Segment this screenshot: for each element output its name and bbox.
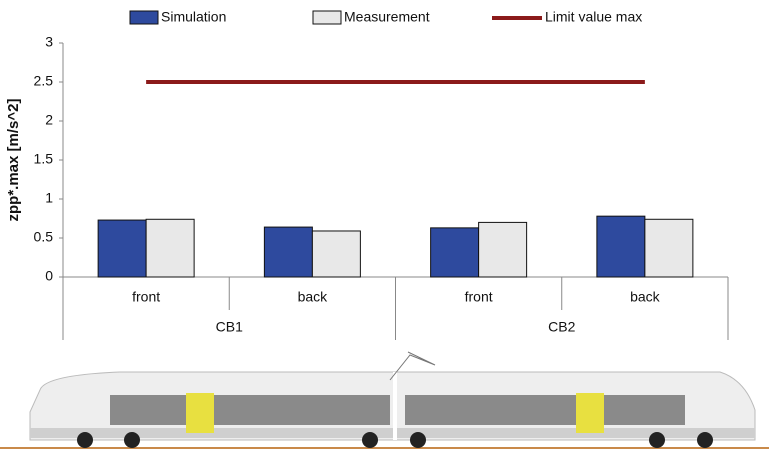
bar (263, 226, 313, 278)
group-label: CB2 (548, 319, 575, 335)
bar (430, 227, 480, 278)
legend-swatch (129, 10, 159, 25)
legend-label: Limit value max (545, 9, 642, 25)
train-illustration (0, 351, 769, 449)
x-tick-label: back (298, 289, 329, 305)
y-tick-label: 2.5 (34, 73, 54, 89)
x-tick-label: front (132, 289, 160, 305)
bar (596, 215, 646, 278)
legend-label: Simulation (161, 9, 226, 25)
legend-label: Measurement (344, 9, 430, 25)
y-tick-label: 2 (45, 112, 53, 128)
bar (478, 221, 528, 278)
bar (311, 230, 361, 278)
group-label: CB1 (216, 319, 243, 335)
y-tick-label: 1 (45, 190, 53, 206)
y-tick-label: 0 (45, 268, 53, 284)
bar (97, 219, 147, 278)
y-tick-label: 3 (45, 34, 53, 50)
x-tick-label: back (630, 289, 661, 305)
y-axis-label: zpp*.max [m/s^2] (5, 99, 22, 222)
x-tick-label: front (465, 289, 493, 305)
legend-swatch (312, 10, 342, 25)
y-tick-label: 1.5 (34, 151, 54, 167)
y-tick-label: 0.5 (34, 229, 54, 245)
bar (644, 218, 694, 278)
bar (145, 218, 195, 278)
